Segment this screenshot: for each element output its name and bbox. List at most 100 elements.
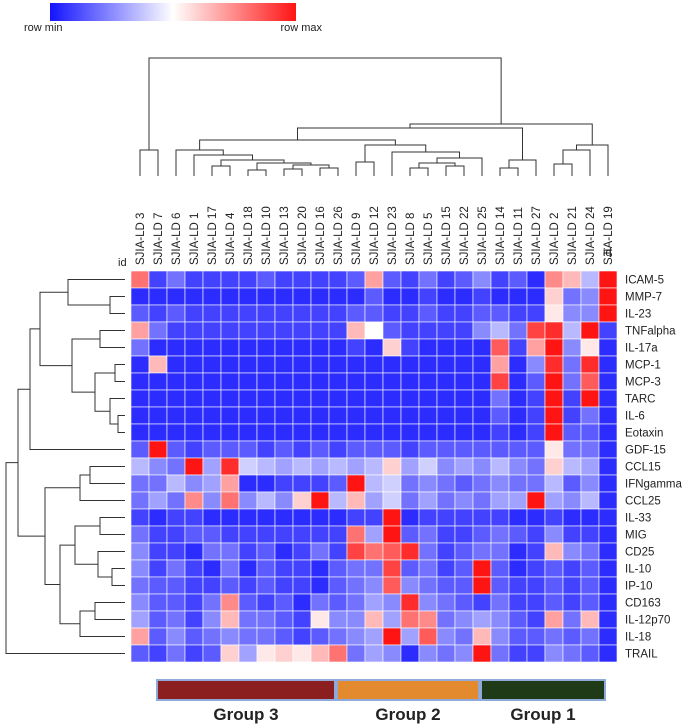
heatmap-cell bbox=[256, 270, 276, 289]
heatmap-cell bbox=[364, 321, 384, 340]
heatmap-cell bbox=[544, 423, 564, 442]
column-label: SJIA-LD 5 bbox=[423, 213, 435, 265]
heatmap-cell bbox=[508, 287, 528, 306]
heatmap-cell bbox=[274, 406, 294, 425]
column-label: SJIA-LD 4 bbox=[225, 212, 237, 265]
heatmap-cell bbox=[598, 593, 618, 612]
heatmap-cell bbox=[418, 338, 438, 357]
heatmap-cell bbox=[166, 525, 186, 544]
dendrogram-branch bbox=[562, 149, 591, 176]
heatmap-cell bbox=[454, 508, 474, 527]
heatmap-cell bbox=[364, 559, 384, 578]
heatmap-cells bbox=[130, 270, 618, 663]
heatmap-cell bbox=[598, 542, 618, 561]
heatmap-cell bbox=[220, 525, 240, 544]
heatmap-cell bbox=[508, 644, 528, 663]
heatmap-cell bbox=[184, 372, 204, 391]
heatmap-cell bbox=[148, 542, 168, 561]
heatmap-cell bbox=[130, 559, 150, 578]
heatmap-cell bbox=[202, 474, 222, 493]
heatmap-cell bbox=[436, 372, 456, 391]
heatmap-cell bbox=[436, 559, 456, 578]
heatmap-cell bbox=[346, 304, 366, 323]
heatmap-cell bbox=[166, 644, 186, 663]
heatmap-cell bbox=[490, 627, 510, 646]
row-label: TNFalpha bbox=[625, 326, 676, 338]
heatmap-cell bbox=[562, 338, 582, 357]
heatmap-cell bbox=[436, 321, 456, 340]
heatmap-cell bbox=[292, 440, 312, 459]
row-labels: ICAM-5 MMP-7 IL-23 TNFalpha IL-17a MCP-1 MCP-3… bbox=[625, 275, 682, 661]
heatmap-cell bbox=[400, 440, 420, 459]
heatmap-cell bbox=[202, 440, 222, 459]
heatmap-cell bbox=[418, 270, 438, 289]
heatmap-cell bbox=[562, 525, 582, 544]
heatmap-cell bbox=[418, 423, 438, 442]
group-label: Group 3 bbox=[213, 705, 278, 724]
heatmap-cell bbox=[364, 406, 384, 425]
heatmap-cell bbox=[436, 440, 456, 459]
heatmap-cell bbox=[436, 423, 456, 442]
heatmap-cell bbox=[454, 525, 474, 544]
heatmap-cell bbox=[310, 338, 330, 357]
heatmap-cell bbox=[400, 593, 420, 612]
heatmap-cell bbox=[292, 423, 312, 442]
heatmap-cell bbox=[364, 423, 384, 442]
heatmap-cell bbox=[400, 304, 420, 323]
heatmap-cell bbox=[490, 287, 510, 306]
heatmap-cell bbox=[508, 491, 528, 510]
heatmap-cell bbox=[562, 406, 582, 425]
heatmap-cell bbox=[400, 423, 420, 442]
heatmap-cell bbox=[598, 525, 618, 544]
heatmap-cell bbox=[292, 457, 312, 476]
row-label: CD25 bbox=[625, 547, 654, 559]
row-label: GDF-15 bbox=[625, 445, 666, 457]
heatmap-cell bbox=[364, 593, 384, 612]
heatmap-cell bbox=[256, 559, 276, 578]
heatmap-cell bbox=[508, 542, 528, 561]
heatmap-cell bbox=[454, 270, 474, 289]
heatmap-cell bbox=[202, 559, 222, 578]
heatmap-cell bbox=[598, 355, 618, 374]
heatmap-cell bbox=[328, 287, 348, 306]
heatmap-cell bbox=[310, 321, 330, 340]
heatmap-cell bbox=[274, 525, 294, 544]
heatmap-cell bbox=[274, 423, 294, 442]
heatmap-cell bbox=[400, 321, 420, 340]
row-dendrogram bbox=[5, 279, 125, 654]
heatmap-cell bbox=[454, 474, 474, 493]
heatmap-cell bbox=[274, 610, 294, 629]
heatmap-cell bbox=[508, 593, 528, 612]
heatmap-cell bbox=[454, 610, 474, 629]
heatmap-cell bbox=[346, 610, 366, 629]
heatmap-cell bbox=[598, 389, 618, 408]
heatmap-cell bbox=[328, 593, 348, 612]
heatmap-cell bbox=[400, 457, 420, 476]
dendrogram-branch bbox=[94, 602, 125, 620]
heatmap-cell bbox=[580, 338, 600, 357]
heatmap-cell bbox=[544, 559, 564, 578]
heatmap-cell bbox=[562, 457, 582, 476]
heatmap-cell bbox=[310, 287, 330, 306]
heatmap-cell bbox=[490, 321, 510, 340]
heatmap-cell bbox=[166, 304, 186, 323]
heatmap-cell bbox=[346, 406, 366, 425]
heatmap-cell bbox=[382, 593, 402, 612]
heatmap-cell bbox=[346, 491, 366, 510]
dendrogram-branch bbox=[94, 372, 115, 412]
heatmap-cell bbox=[256, 525, 276, 544]
heatmap-cell bbox=[166, 508, 186, 527]
heatmap-cell bbox=[220, 304, 240, 323]
heatmap-cell bbox=[346, 389, 366, 408]
heatmap-cell bbox=[580, 559, 600, 578]
heatmap-cell bbox=[148, 406, 168, 425]
heatmap-cell bbox=[274, 321, 294, 340]
row-label: IL-17a bbox=[625, 343, 658, 355]
dendrogram-branch bbox=[99, 330, 125, 348]
heatmap-cell bbox=[526, 406, 546, 425]
heatmap-cell bbox=[364, 508, 384, 527]
heatmap-cell bbox=[436, 508, 456, 527]
heatmap-cell bbox=[274, 474, 294, 493]
heatmap-cell bbox=[580, 610, 600, 629]
heatmap-cell bbox=[166, 559, 186, 578]
